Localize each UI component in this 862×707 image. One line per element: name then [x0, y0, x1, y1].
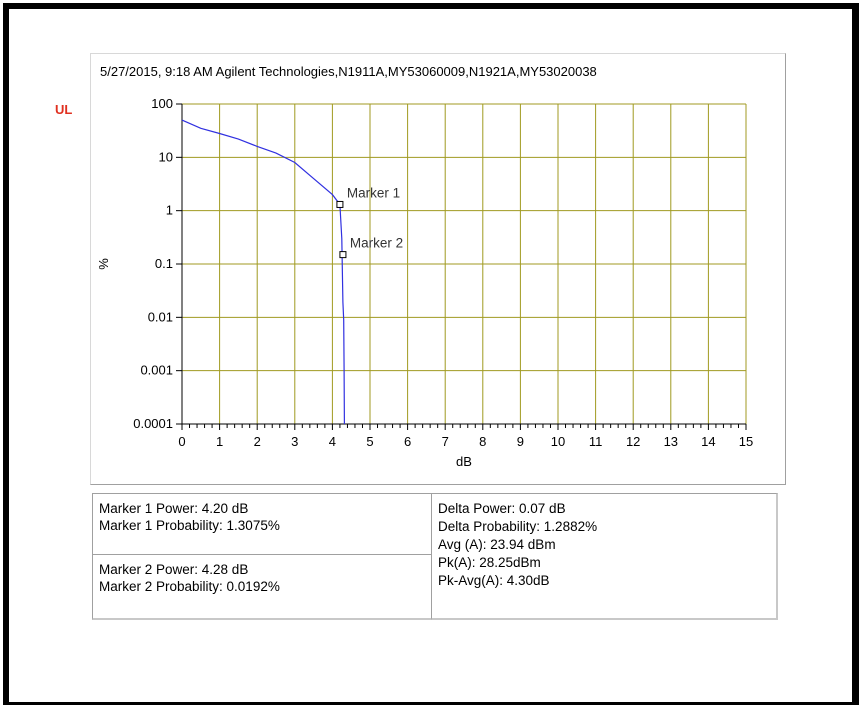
marker-2-label: Marker 2	[350, 236, 403, 251]
marker2-power: Marker 2 Power: 4.28 dB	[99, 562, 249, 577]
avg-a: Avg (A): 23.94 dBm	[438, 537, 556, 552]
x-tick-label: 0	[178, 434, 185, 449]
x-tick-label: 5	[366, 434, 373, 449]
x-axis-label: dB	[456, 454, 472, 469]
x-tick-label: 11	[589, 434, 603, 449]
y-tick-label: 0.001	[140, 363, 173, 378]
chart-ticks	[176, 103, 747, 430]
x-tick-label: 2	[254, 434, 261, 449]
x-tick-label: 6	[404, 434, 411, 449]
chart-markers: Marker 1 Marker 2	[336, 185, 403, 259]
chart-tick-labels: 0 1 2 3 4 5 6 7 8 9 10 11 12 13 14 151001010.10.010.001…	[133, 96, 753, 449]
x-tick-label: 9	[517, 434, 524, 449]
y-tick-label: 0.01	[148, 309, 173, 324]
x-tick-label: 1	[216, 434, 223, 449]
delta-stats-box: Delta Power: 0.07 dB Delta Probability: …	[431, 493, 778, 620]
marker-stats-box: Marker 1 Power: 4.20 dB Marker 1 Probabi…	[92, 493, 433, 620]
x-tick-label: 4	[329, 434, 336, 449]
x-tick-label: 14	[701, 434, 715, 449]
y-tick-label: 0.0001	[133, 416, 173, 431]
x-tick-label: 12	[626, 434, 640, 449]
ccdf-series-line	[181, 119, 345, 425]
marker1-power: Marker 1 Power: 4.20 dB	[99, 501, 249, 516]
y-tick-label: 0.1	[155, 256, 173, 271]
y-tick-label: 1	[166, 203, 173, 218]
pk-a: Pk(A): 28.25dBm	[438, 555, 541, 570]
chart-grid	[181, 103, 747, 425]
marker-stats-divider	[93, 554, 431, 555]
x-tick-label: 3	[291, 434, 298, 449]
marker1-probability: Marker 1 Probability: 1.3075%	[99, 518, 280, 533]
marker-1-label: Marker 1	[347, 185, 400, 200]
chart-panel	[90, 53, 786, 485]
x-tick-label: 13	[664, 434, 678, 449]
marker2-probability: Marker 2 Probability: 0.0192%	[99, 579, 280, 594]
x-tick-label: 10	[551, 434, 565, 449]
x-tick-label: 7	[442, 434, 449, 449]
ul-label: UL	[55, 102, 73, 117]
y-tick-label: 100	[151, 96, 173, 111]
y-tick-label: 10	[159, 149, 173, 164]
marker-2-point	[339, 251, 347, 259]
instrument-header: 5/27/2015, 9:18 AM Agilent Technologies,…	[100, 64, 597, 79]
pk-avg-a: Pk-Avg(A): 4.30dB	[438, 573, 550, 588]
delta-probability: Delta Probability: 1.2882%	[438, 519, 598, 534]
marker-1-point	[336, 200, 344, 208]
x-tick-label: 15	[739, 434, 753, 449]
delta-power: Delta Power: 0.07 dB	[438, 501, 566, 516]
x-tick-label: 8	[479, 434, 486, 449]
y-axis-label: %	[96, 258, 111, 270]
